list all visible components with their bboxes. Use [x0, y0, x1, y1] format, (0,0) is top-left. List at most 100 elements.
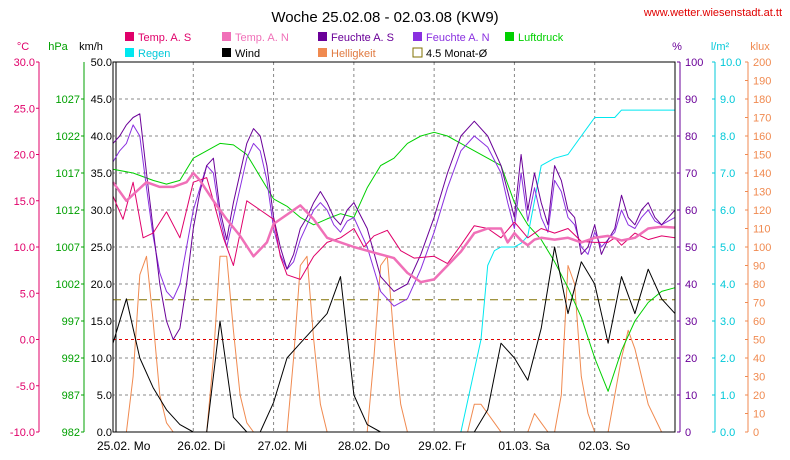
y-tick-label: 9.0: [720, 94, 735, 106]
y-tick-label: -5.0: [16, 381, 35, 393]
legend-swatch: [222, 32, 231, 41]
legend-swatch: [318, 32, 327, 41]
y-tick-label: 100: [685, 57, 703, 69]
y-tick-label: 120: [753, 205, 771, 217]
y-tick-label: 200: [753, 57, 771, 69]
y-tick-label: 982: [62, 427, 80, 439]
y-tick-label: 1022: [56, 131, 80, 143]
series-line: [112, 131, 676, 392]
y-tick-label: 1007: [56, 242, 80, 254]
y-tick-label: 5.0: [720, 242, 735, 254]
y-tick-label: 992: [62, 353, 80, 365]
legend-label: 4.5 Monat-Ø: [426, 48, 488, 60]
x-tick-label: 26.02. Di: [177, 439, 225, 453]
y-tick-label: 140: [753, 168, 771, 180]
x-tick-label: 29.02. Fr: [418, 439, 466, 453]
data-lines: [111, 109, 676, 433]
y-tick-label: 50: [753, 335, 765, 347]
plot-frame: [112, 61, 676, 433]
y-tick-label: 15.0: [91, 316, 112, 328]
y-tick-label: 20.0: [91, 279, 112, 291]
y-tick-label: 80: [753, 279, 765, 291]
y-tick-label: 2.0: [720, 353, 735, 365]
y-tick-label: 30.0: [91, 205, 112, 217]
y-tick-label: 1027: [56, 94, 80, 106]
y-axis-unit: hPa: [48, 41, 68, 53]
y-tick-label: 90: [753, 261, 765, 273]
y-tick-label: 10.0: [91, 353, 112, 365]
legend-label: Temp. A. N: [235, 32, 289, 44]
y-tick-label: 20.0: [14, 150, 35, 162]
y-tick-label: 110: [753, 224, 771, 236]
x-tick-label: 01.03. Sa: [498, 439, 550, 453]
y-tick-label: 60: [753, 316, 765, 328]
y-tick-label: 100: [753, 242, 771, 254]
y-axis-unit: km/h: [79, 41, 103, 53]
x-tick-label: 28.02. Do: [338, 439, 390, 453]
y-tick-label: 1017: [56, 168, 80, 180]
series-line: [113, 255, 675, 433]
y-tick-label: 3.0: [720, 316, 735, 328]
y-tick-label: 190: [753, 76, 771, 88]
y-tick-label: 35.0: [91, 168, 112, 180]
y-tick-label: 10: [685, 390, 697, 402]
y-tick-label: 60: [685, 205, 697, 217]
y-tick-label: 160: [753, 131, 771, 143]
legend-label: Feuchte A. S: [331, 32, 394, 44]
y-tick-label: 50.0: [91, 57, 112, 69]
legend-label: Wind: [235, 48, 260, 60]
axes: 25.02. Mo 26.02. Di 27.02. Mi 28.02. Do 29.0…: [10, 41, 771, 453]
y-tick-label: 10: [753, 409, 765, 421]
y-tick-label: 0: [753, 427, 759, 439]
series-line: [112, 113, 676, 340]
y-tick-label: 1002: [56, 279, 80, 291]
chart-title: Woche 25.02.08 - 02.03.08 (KW9): [271, 9, 498, 26]
series-line: [111, 171, 676, 284]
y-tick-label: 7.0: [720, 168, 735, 180]
y-axis-unit: l/m²: [711, 41, 730, 53]
legend-label: Feuchte A. N: [426, 32, 490, 44]
y-tick-label: 997: [62, 316, 80, 328]
legend-swatch: [318, 48, 327, 57]
y-tick-label: 8.0: [720, 131, 735, 143]
legend: Temp. A. S Temp. A. N Feuchte A. S Feuchte …: [125, 32, 564, 60]
y-tick-label: 1.0: [720, 390, 735, 402]
y-tick-label: 6.0: [720, 205, 735, 217]
x-tick-label: 27.02. Mi: [258, 439, 307, 453]
legend-swatch: [413, 32, 422, 41]
legend-swatch: [505, 32, 514, 41]
y-tick-label: 90: [685, 94, 697, 106]
legend-swatch: [222, 48, 231, 57]
y-tick-label: 0.0: [97, 427, 112, 439]
source-url: www.wetter.wiesenstadt.at.tt: [643, 7, 782, 19]
y-tick-label: 170: [753, 113, 771, 125]
legend-label: Helligkeit: [331, 48, 376, 60]
y-tick-label: 45.0: [91, 94, 112, 106]
y-tick-label: 0.0: [20, 335, 35, 347]
y-tick-label: -10.0: [10, 427, 35, 439]
y-tick-label: 70: [685, 168, 697, 180]
y-tick-label: 30: [753, 372, 765, 384]
series-line: [112, 177, 676, 280]
y-tick-label: 987: [62, 390, 80, 402]
y-axis-unit: %: [672, 41, 682, 53]
y-tick-label: 15.0: [14, 196, 35, 208]
y-axis-unit: °C: [17, 41, 29, 53]
legend-label: Temp. A. S: [138, 32, 191, 44]
y-tick-label: 5.0: [97, 390, 112, 402]
y-tick-label: 5.0: [20, 288, 35, 300]
y-tick-label: 40: [753, 353, 765, 365]
y-tick-label: 25.0: [14, 103, 35, 115]
y-tick-label: 20: [685, 353, 697, 365]
y-axis-unit: klux: [750, 41, 770, 53]
y-tick-label: 70: [753, 298, 765, 310]
y-tick-label: 30.0: [14, 57, 35, 69]
y-tick-label: 40.0: [91, 131, 112, 143]
series-line: [112, 124, 676, 307]
y-tick-label: 10.0: [720, 57, 741, 69]
legend-label: Luftdruck: [518, 32, 564, 44]
y-tick-label: 0: [685, 427, 691, 439]
y-tick-label: 50: [685, 242, 697, 254]
y-tick-label: 150: [753, 150, 771, 162]
y-tick-label: 10.0: [14, 242, 35, 254]
